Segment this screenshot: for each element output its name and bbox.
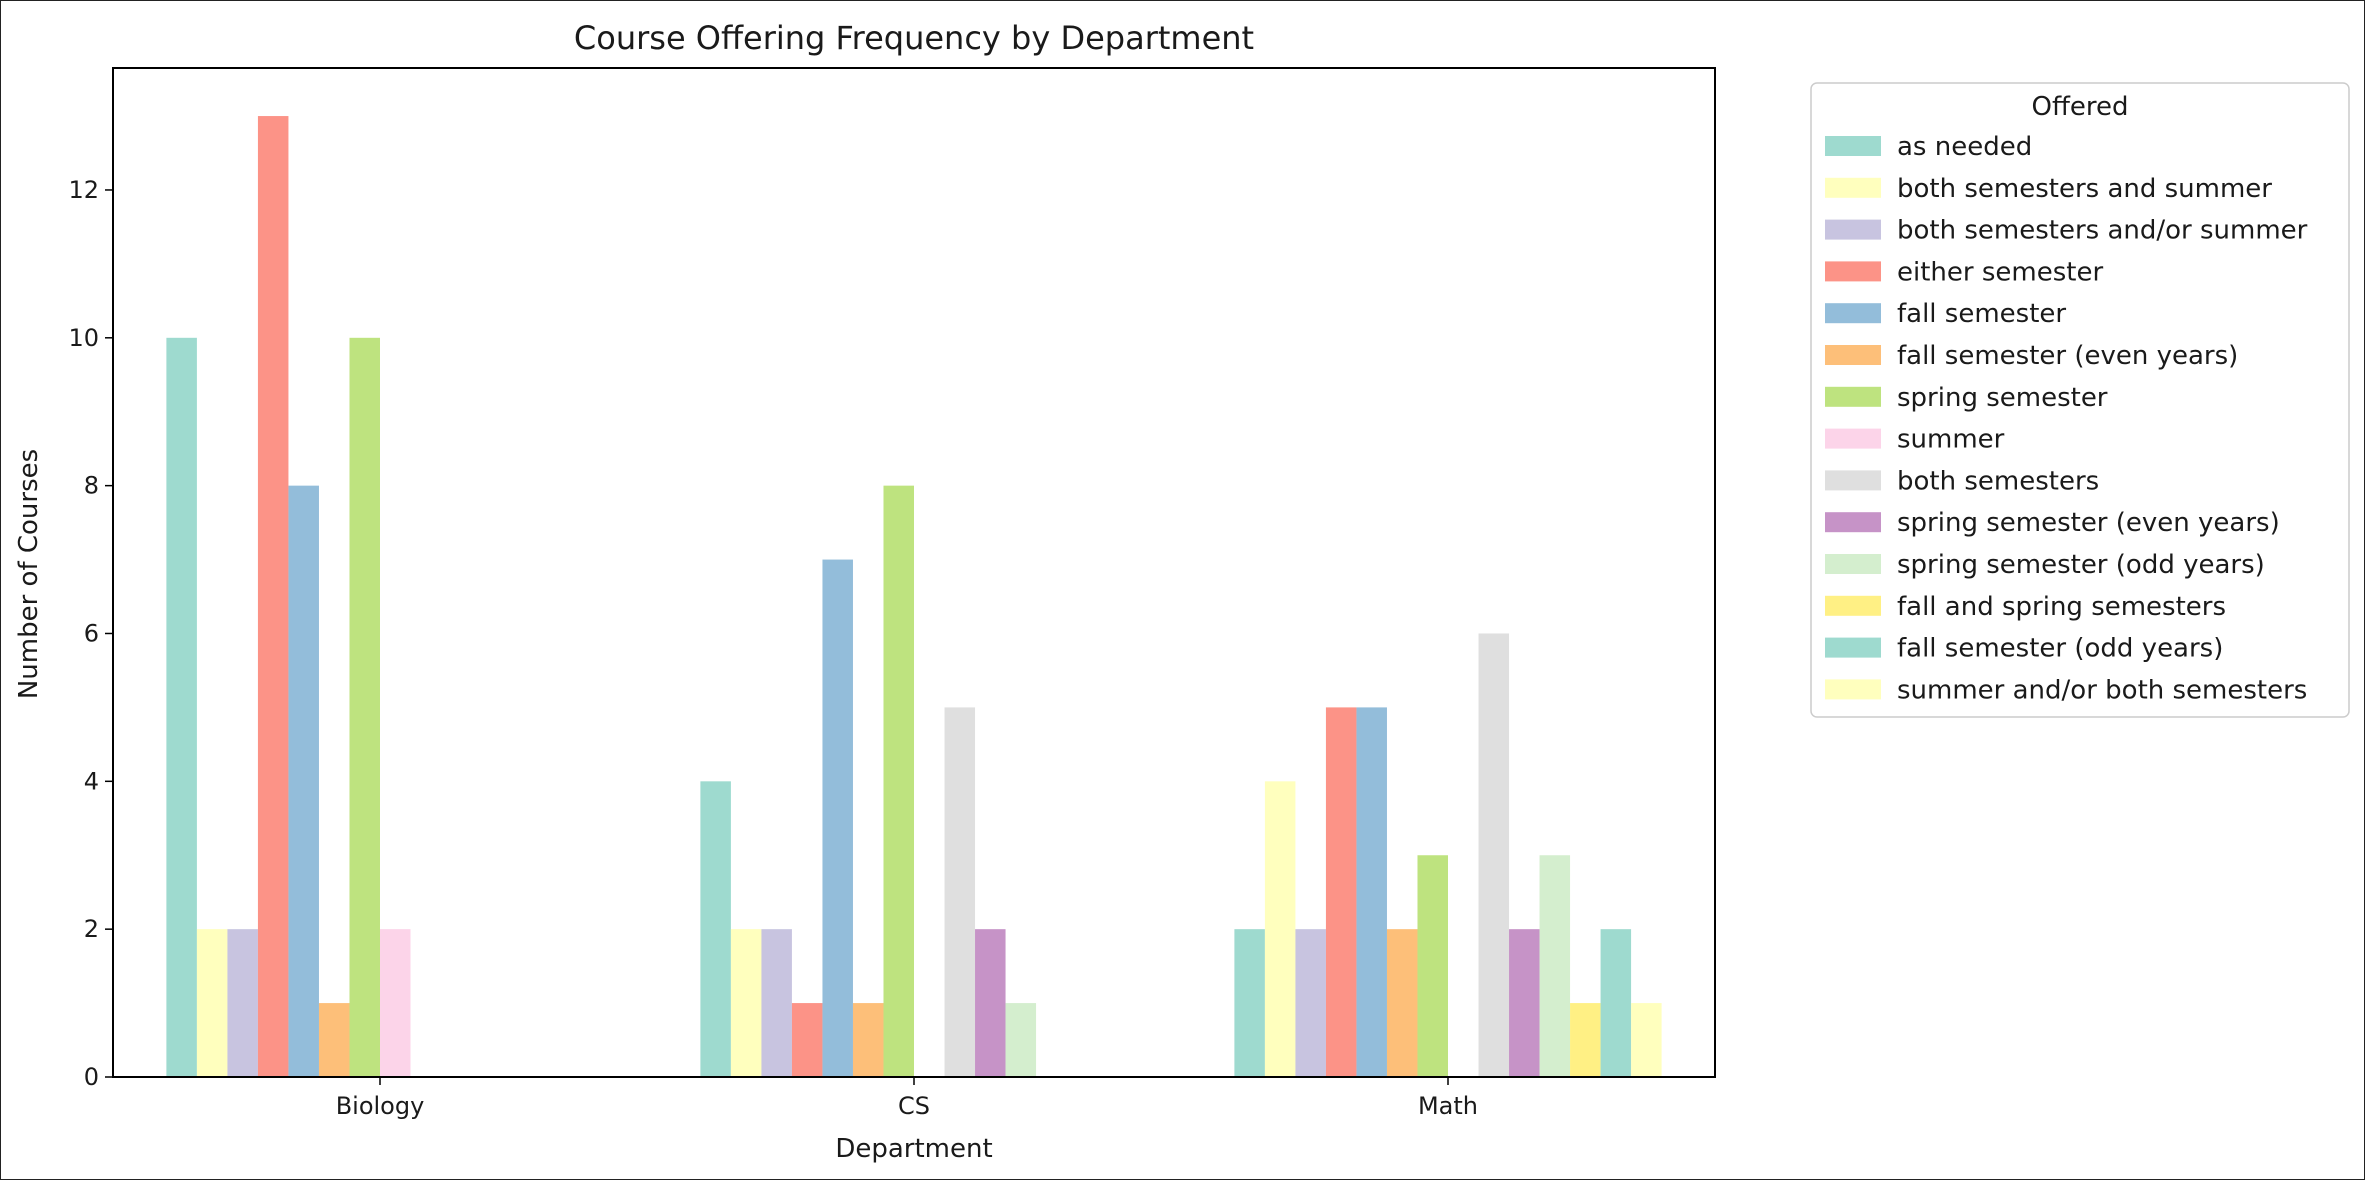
bar-cs-series-0 bbox=[700, 781, 731, 1077]
bar-cs-series-10 bbox=[1005, 1003, 1037, 1077]
bar-biology-series-7 bbox=[380, 929, 411, 1077]
bar-cs-series-9 bbox=[975, 929, 1006, 1077]
x-tick-label-cs: CS bbox=[898, 1092, 930, 1120]
legend-swatch bbox=[1825, 679, 1881, 700]
legend-swatch bbox=[1825, 428, 1881, 449]
bar-biology-series-6 bbox=[349, 337, 380, 1077]
bar-math-series-1 bbox=[1264, 781, 1296, 1077]
bar-math-series-13 bbox=[1631, 1003, 1662, 1077]
legend-box bbox=[1810, 82, 2350, 718]
legend: Offered as needed both semesters and summ… bbox=[1810, 82, 2350, 718]
y-tick-label: 8 bbox=[84, 472, 99, 500]
legend-swatch bbox=[1825, 261, 1881, 282]
bar-cs-series-6 bbox=[883, 485, 914, 1077]
legend-title: Offered bbox=[2032, 92, 2129, 122]
legend-swatch bbox=[1825, 512, 1881, 533]
bar-math-series-11 bbox=[1570, 1003, 1601, 1077]
chart-title: Course Offering Frequency by Department bbox=[574, 19, 1254, 57]
legend-label: fall semester bbox=[1897, 299, 2066, 329]
y-tick-label: 6 bbox=[84, 619, 99, 647]
bar-biology-series-1 bbox=[196, 929, 228, 1077]
bar-math-series-12 bbox=[1600, 929, 1632, 1077]
legend-swatch bbox=[1825, 303, 1881, 324]
bar-cs-series-1 bbox=[730, 929, 762, 1077]
legend-swatch bbox=[1825, 637, 1881, 658]
legend-label: both semesters and summer bbox=[1897, 174, 2272, 204]
legend-label: as needed bbox=[1897, 132, 2032, 162]
bar-math-series-8 bbox=[1478, 633, 1510, 1077]
legend-swatch bbox=[1825, 136, 1881, 156]
legend-label: either semester bbox=[1897, 257, 2103, 287]
y-tick-label: 2 bbox=[84, 915, 99, 943]
x-axis-label: Department bbox=[835, 1134, 992, 1164]
bar-biology-series-2 bbox=[227, 929, 258, 1077]
legend-swatch bbox=[1825, 219, 1881, 240]
legend-swatch bbox=[1825, 595, 1881, 616]
bar-cs-series-5 bbox=[852, 1003, 884, 1077]
legend-label: spring semester (odd years) bbox=[1897, 550, 2265, 580]
bar-cs-series-3 bbox=[791, 1003, 823, 1077]
legend-items: as needed both semesters and summer both s… bbox=[1825, 132, 2308, 705]
bar-biology-series-4 bbox=[288, 485, 319, 1077]
bar-math-series-6 bbox=[1417, 855, 1448, 1077]
x-tick-label-biology: Biology bbox=[336, 1092, 425, 1120]
bar-math-series-2 bbox=[1295, 929, 1326, 1077]
legend-label: both semesters bbox=[1897, 466, 2099, 496]
legend-swatch bbox=[1825, 470, 1881, 491]
legend-swatch bbox=[1825, 177, 1881, 198]
bars-layer bbox=[166, 116, 1662, 1078]
bar-biology-series-5 bbox=[318, 1003, 350, 1077]
bar-cs-series-4 bbox=[822, 559, 853, 1077]
bar-cs-series-8 bbox=[944, 707, 976, 1077]
legend-swatch bbox=[1825, 386, 1881, 407]
bar-math-series-4 bbox=[1356, 707, 1387, 1077]
y-tick-label: 12 bbox=[68, 176, 99, 204]
bar-math-series-9 bbox=[1509, 929, 1540, 1077]
y-axis-label: Number of Courses bbox=[14, 449, 44, 699]
legend-label: spring semester bbox=[1897, 383, 2108, 413]
bar-biology-series-3 bbox=[257, 116, 289, 1078]
legend-label: fall semester (even years) bbox=[1897, 341, 2238, 371]
y-tick-label: 0 bbox=[84, 1063, 99, 1091]
bar-cs-series-2 bbox=[761, 929, 792, 1077]
axes-layer: 0 2 4 6 8 10 12 Biology CS Math bbox=[68, 67, 1716, 1120]
legend-label: both semesters and/or summer bbox=[1897, 216, 2308, 246]
bar-math-series-0 bbox=[1234, 929, 1265, 1077]
legend-label: summer bbox=[1897, 425, 2005, 455]
legend-label: spring semester (even years) bbox=[1897, 508, 2280, 538]
legend-label: fall semester (odd years) bbox=[1897, 634, 2223, 664]
legend-label: summer and/or both semesters bbox=[1897, 675, 2307, 705]
y-tick-label: 10 bbox=[68, 324, 99, 352]
legend-swatch bbox=[1825, 554, 1881, 574]
x-tick-label-math: Math bbox=[1418, 1092, 1478, 1120]
bar-biology-series-0 bbox=[166, 337, 197, 1077]
y-tick-label: 4 bbox=[84, 767, 99, 795]
legend-swatch bbox=[1825, 345, 1881, 365]
bar-math-series-10 bbox=[1539, 855, 1571, 1077]
bar-math-series-5 bbox=[1386, 929, 1418, 1077]
bar-math-series-3 bbox=[1325, 707, 1357, 1077]
legend-label: fall and spring semesters bbox=[1897, 592, 2226, 622]
